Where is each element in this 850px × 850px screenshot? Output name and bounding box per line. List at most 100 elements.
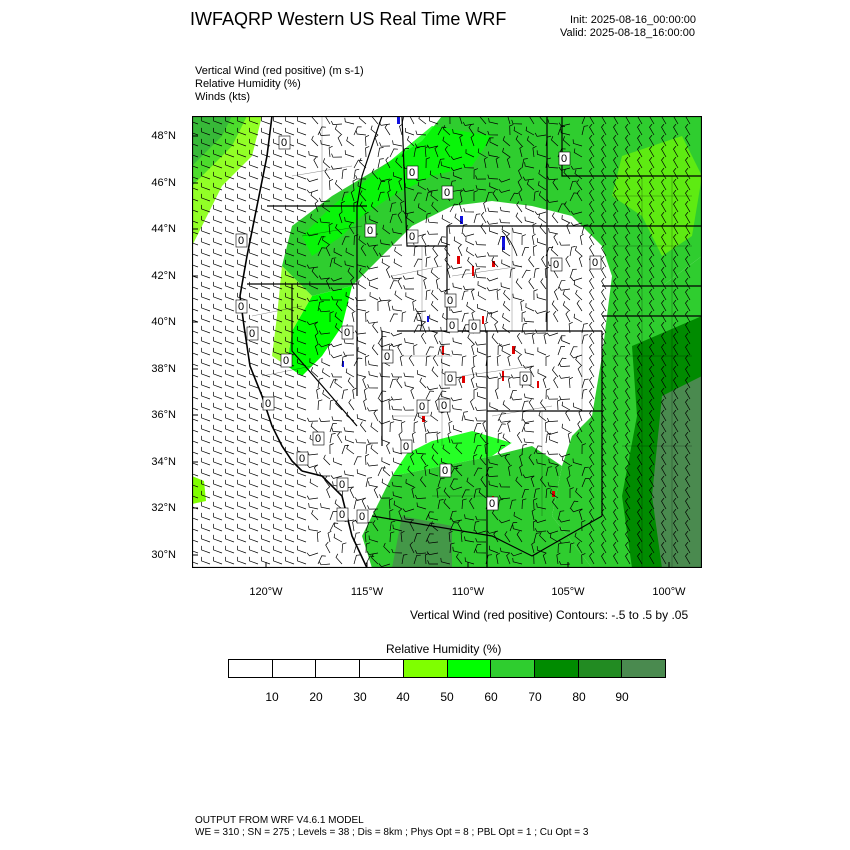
wind-barb: [524, 216, 535, 224]
colorbar-tick: 90: [615, 690, 629, 704]
wind-barb: [341, 168, 347, 180]
wind-barb: [536, 238, 547, 246]
wind-barb: [589, 530, 595, 543]
wind-barb: [637, 420, 643, 433]
wind-barb: [528, 256, 535, 268]
footer-model: OUTPUT FROM WRF V4.6.1 MODEL: [195, 815, 364, 826]
wind-barb: [225, 325, 235, 334]
wind-barb: [353, 532, 361, 543]
wind-barb: [475, 262, 487, 268]
wind-barb: [578, 508, 583, 521]
wind-barb: [297, 215, 307, 224]
wind-barb: [364, 530, 369, 543]
wind-barb: [225, 479, 235, 488]
wind-barb: [310, 367, 319, 378]
valid-time: Valid: 2025-08-18_16:00:00: [560, 27, 695, 39]
wind-barb: [401, 553, 408, 565]
wind-barb: [237, 358, 247, 367]
wind-barb: [382, 224, 391, 235]
wind-barb: [538, 191, 547, 202]
wind-barb: [661, 178, 667, 191]
wind-barb: [225, 226, 235, 235]
wind-barb: [237, 468, 247, 477]
wind-barb: [443, 498, 451, 510]
wind-barb: [673, 233, 679, 246]
contour-label: 0: [281, 137, 287, 149]
wind-barb: [426, 539, 439, 544]
wind-barb: [536, 150, 547, 158]
wind-barb: [661, 420, 667, 433]
wind-barb: [441, 214, 451, 224]
wind-barb: [192, 275, 199, 279]
wind-barb: [383, 542, 391, 554]
wind-barb: [431, 443, 439, 455]
wind-barb: [673, 310, 679, 323]
wind-barb: [462, 188, 475, 192]
wind-barb: [625, 486, 631, 499]
wind-barb: [237, 160, 247, 169]
lon-label-120: 120°W: [249, 586, 283, 598]
contour-label: 0: [238, 235, 244, 247]
wind-barb: [450, 463, 463, 468]
wind-barb: [273, 303, 283, 312]
wind-barb: [497, 432, 503, 444]
wind-barb: [470, 376, 475, 389]
wind-barb: [625, 508, 631, 521]
wind-barb: [557, 280, 566, 290]
wind-barb: [402, 508, 415, 513]
wind-barb: [637, 189, 643, 202]
wind-barb: [388, 497, 393, 510]
wind-barb: [413, 324, 423, 334]
wind-barb: [225, 435, 235, 444]
wind-barb: [192, 473, 199, 477]
wind-barb: [566, 475, 571, 488]
wind-barb: [451, 350, 463, 356]
wind-barb: [526, 180, 535, 191]
init-time: Init: 2025-08-16_00:00:00: [570, 14, 696, 26]
wind-barb: [613, 398, 619, 411]
wind-barb: [569, 268, 577, 279]
wind-barb: [546, 332, 559, 337]
wind-barb: [324, 476, 331, 488]
wind-barb: [261, 325, 271, 334]
wind-barb: [558, 286, 571, 291]
wind-barb: [673, 387, 679, 400]
wind-barb: [213, 292, 223, 301]
wind-barb: [261, 303, 271, 312]
wind-barb: [329, 443, 334, 455]
wind-barb: [589, 222, 595, 235]
wind-barb: [517, 178, 523, 191]
wind-barb: [545, 388, 551, 400]
contour-label-box: [468, 319, 481, 334]
wind-barb: [562, 301, 571, 312]
wind-barb: [440, 392, 451, 400]
wind-barb: [685, 464, 691, 477]
wind-barb: [581, 334, 589, 345]
wind-barb: [389, 213, 397, 224]
wind-barb: [377, 191, 385, 202]
wind-barb: [452, 129, 463, 136]
wind-barb: [306, 552, 319, 557]
wind-barb: [213, 171, 223, 180]
wind-barb: [261, 138, 271, 147]
wind-barb: [273, 204, 283, 213]
wind-barb: [685, 277, 691, 290]
wind-barb: [394, 246, 403, 257]
wind-barb: [673, 497, 679, 510]
wind-barb: [637, 244, 643, 257]
wind-barb: [601, 189, 607, 202]
wind-barb: [534, 211, 547, 216]
wind-barb: [401, 148, 410, 158]
wind-barb: [504, 453, 511, 466]
wind-barb: [213, 237, 223, 246]
wind-barb: [310, 213, 319, 224]
wind-barb: [439, 340, 451, 345]
wind-barb: [589, 211, 595, 224]
wind-barb: [548, 228, 559, 235]
wind-barb: [213, 545, 223, 554]
wind-barb: [213, 116, 223, 125]
wind-barb: [368, 370, 379, 378]
wind-barb: [521, 423, 530, 433]
wind-barb: [569, 500, 579, 510]
wind-barb: [589, 442, 595, 455]
